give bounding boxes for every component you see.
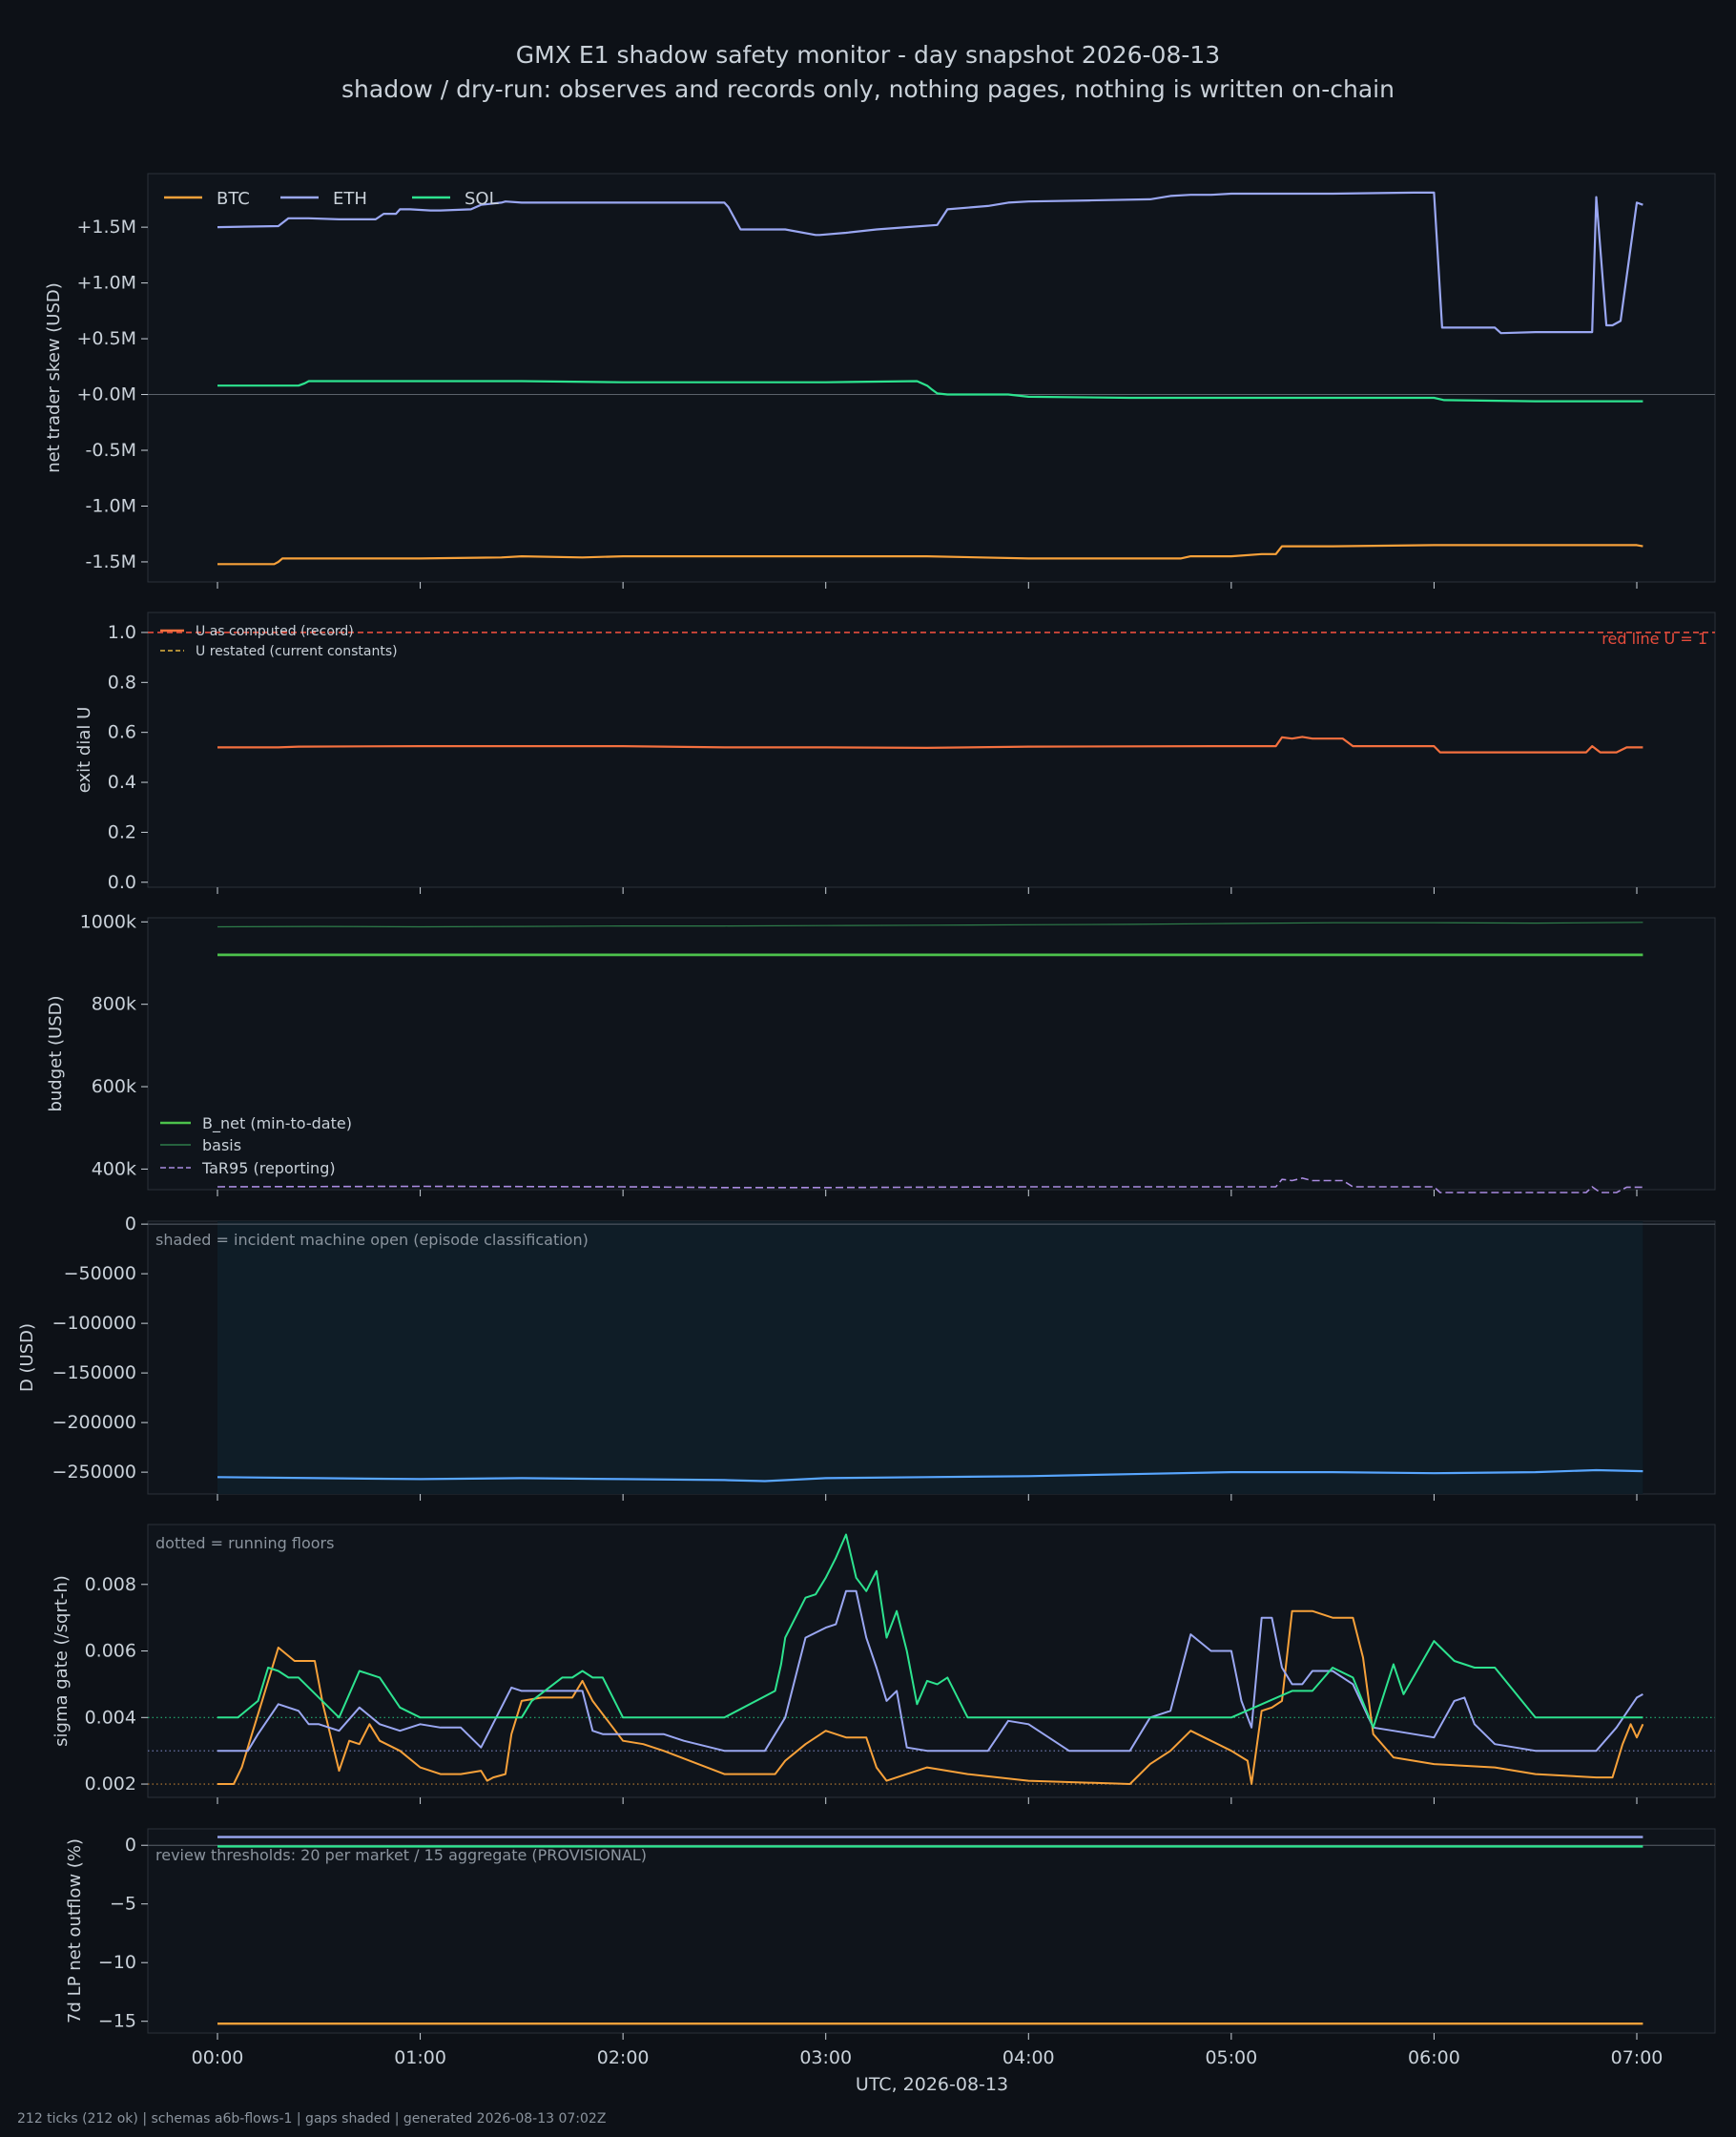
y-tick-label: 0.002	[85, 1774, 136, 1795]
legend-label: BTC	[217, 189, 250, 209]
y-tick-label: 0.0	[108, 872, 136, 893]
y-tick-label: −150000	[52, 1362, 136, 1383]
legend-label: SOL	[465, 189, 499, 209]
y-tick-label: -1.0M	[86, 495, 136, 516]
chart-title: GMX E1 shadow safety monitor - day snaps…	[515, 41, 1221, 69]
shade-note: shaded = incident machine open (episode …	[155, 1231, 589, 1249]
x-tick-label: 06:00	[1408, 2047, 1460, 2068]
panel-3: 1000k 800k 600k 400k budget (USD) B_net (min-…	[46, 911, 1716, 1196]
y-tick-label: 0.006	[85, 1641, 136, 1662]
y-tick-label: 400k	[92, 1158, 136, 1179]
y-tick-label: 0	[125, 1214, 136, 1234]
y-tick-label: +0.5M	[76, 328, 136, 349]
series-eth-line	[217, 191, 1643, 335]
y-tick-label: −200000	[52, 1412, 136, 1433]
y-tick-label: 0.004	[85, 1707, 136, 1728]
y-axis-label: budget (USD)	[46, 995, 66, 1111]
panel-5: 0.008 0.006 0.004 0.002 sigma gate (/sqrt-h)…	[52, 1524, 1716, 1804]
y-axis-label: exit dial U	[74, 707, 94, 794]
plot-area	[147, 1828, 1716, 2034]
y-tick-label: -0.5M	[86, 440, 136, 461]
series-tar95-reporting--line	[217, 1177, 1643, 1193]
legend-label: U as computed (record)	[196, 624, 354, 639]
y-axis-label: net trader skew (USD)	[44, 282, 64, 473]
series-btc-line	[217, 544, 1643, 566]
y-tick-label: 1000k	[80, 911, 136, 932]
x-axis-label: UTC, 2026-08-13	[856, 2074, 1008, 2095]
y-tick-label: +1.0M	[76, 273, 136, 294]
x-tick-label: 07:00	[1611, 2047, 1664, 2068]
y-axis-label: D (USD)	[17, 1323, 37, 1392]
series-sol-line	[217, 380, 1643, 403]
y-tick-label: 0.4	[108, 772, 136, 793]
panel-4: 0 −50000 −100000 −150000 −200000 −250000 D (US…	[17, 1214, 1716, 1501]
series-basis-line	[217, 922, 1643, 928]
y-tick-label: −15	[98, 2011, 136, 2032]
plot-area	[147, 917, 1716, 1191]
legend-label: basis	[202, 1136, 241, 1154]
y-axis-label: 7d LP net outflow (%)	[65, 1838, 85, 2023]
x-tick-label: 00:00	[192, 2047, 244, 2068]
legend-label: U restated (current constants)	[196, 644, 398, 659]
legend-label: ETH	[333, 189, 367, 209]
y-tick-label: 800k	[92, 994, 136, 1015]
y-tick-label: 0	[125, 1835, 136, 1856]
y-tick-label: 0.6	[108, 722, 136, 743]
series-btc-line	[217, 1609, 1644, 1785]
series-d-line	[217, 1468, 1643, 1483]
x-tick-label: 02:00	[597, 2047, 650, 2068]
red-line-annotation: red line U = 1	[1602, 630, 1707, 648]
y-tick-label: −50000	[64, 1263, 136, 1284]
x-tick-label: 05:00	[1205, 2047, 1257, 2068]
floors-note: dotted = running floors	[155, 1534, 334, 1552]
chart-subtitle: shadow / dry-run: observes and records o…	[341, 75, 1395, 103]
legend-label: TaR95 (reporting)	[201, 1159, 336, 1177]
footer-status: 212 ticks (212 ok) | schemas a6b-flows-1…	[17, 2111, 607, 2127]
legend-label: B_net (min-to-date)	[202, 1114, 352, 1133]
y-tick-label: −250000	[52, 1462, 136, 1483]
plot-area	[147, 1524, 1716, 1798]
y-tick-label: +1.5M	[76, 217, 136, 238]
plot-area	[147, 173, 1716, 583]
y-tick-label: −5	[110, 1894, 136, 1915]
y-tick-label: -1.5M	[86, 551, 136, 572]
series-eth-line	[217, 1589, 1643, 1753]
title-block: GMX E1 shadow safety monitor - day snaps…	[0, 38, 1736, 107]
panel-1: +1.5M +1.0M +0.5M +0.0M -0.5M -1.0M -1.5M net t…	[44, 173, 1716, 589]
panel-6: 0 −5 −10 −15 7d LP net outflow (%) review thr…	[65, 1828, 1716, 2095]
y-tick-label: 0.008	[85, 1574, 136, 1595]
panel-2: 1.0 0.8 0.6 0.4 0.2 0.0 exit dial U red line U …	[74, 612, 1716, 894]
x-tick-label: 03:00	[799, 2047, 852, 2068]
incident-shade	[217, 1221, 1643, 1494]
x-tick-label: 01:00	[394, 2047, 446, 2068]
review-thresholds-note: review thresholds: 20 per market / 15 ag…	[155, 1846, 647, 1864]
y-tick-label: 1.0	[108, 622, 136, 643]
series-u-as-computed-record--line	[217, 736, 1643, 754]
series-sol-line	[217, 1533, 1643, 1729]
y-tick-label: −100000	[52, 1313, 136, 1334]
y-tick-label: 0.2	[108, 821, 136, 842]
x-tick-label: 04:00	[1002, 2047, 1055, 2068]
y-tick-label: −10	[98, 1952, 136, 1973]
y-tick-label: 600k	[92, 1076, 136, 1097]
plot-area	[147, 612, 1716, 888]
y-axis-label: sigma gate (/sqrt-h)	[52, 1575, 72, 1747]
y-tick-label: +0.0M	[76, 384, 136, 405]
y-tick-label: 0.8	[108, 672, 136, 693]
